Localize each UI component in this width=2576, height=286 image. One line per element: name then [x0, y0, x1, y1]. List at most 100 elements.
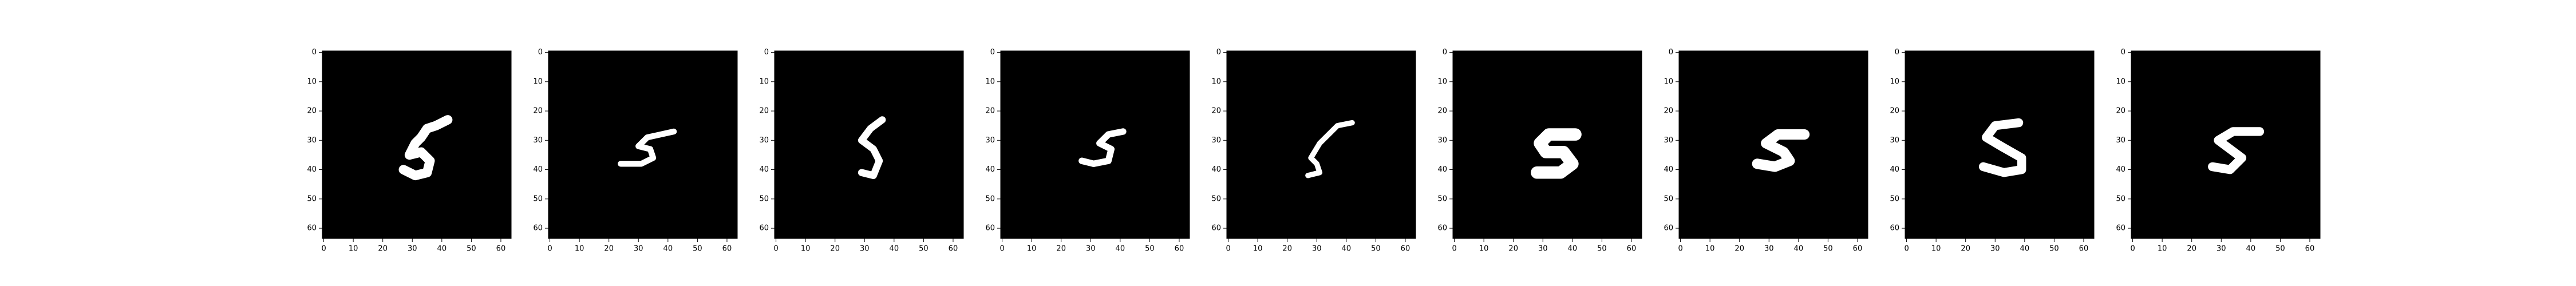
y-tick-label: 10: [1211, 77, 1221, 86]
y-tick-label: 10: [2116, 77, 2125, 86]
y-tick-label: 60: [759, 224, 769, 233]
y-tick-label: 0: [538, 48, 543, 57]
x-tick-label: 60: [722, 245, 732, 253]
y-tick-label: 40: [2116, 165, 2125, 174]
x-tick-label: 20: [378, 245, 388, 253]
y-tick-label: 60: [2116, 224, 2125, 233]
x-tick-label: 40: [437, 245, 447, 253]
y-tick-label: 60: [1211, 224, 1221, 233]
axes-frame: [548, 50, 738, 239]
x-tick-label: 50: [919, 245, 929, 253]
y-tick-label: 50: [759, 194, 769, 203]
digit-stroke: [1078, 128, 1127, 167]
digit-stroke: [1978, 118, 2026, 177]
y-tick-label: 10: [985, 77, 995, 86]
x-tick-label: 0: [2130, 245, 2135, 253]
axes-frame: [1452, 50, 1642, 239]
y-tick-label: 20: [1664, 107, 1673, 116]
x-tick-label: 30: [1538, 245, 1548, 253]
y-tick-label: 0: [312, 48, 317, 57]
y-tick-label: 40: [307, 165, 317, 174]
x-tick-label: 30: [634, 245, 643, 253]
y-tick-label: 60: [1437, 224, 1447, 233]
y-tick-label: 0: [2121, 48, 2125, 57]
x-tick-label: 0: [773, 245, 778, 253]
x-tick-label: 10: [1253, 245, 1263, 253]
y-tick-label: 60: [533, 224, 543, 233]
x-tick-label: 30: [860, 245, 870, 253]
y-tick-label: 30: [759, 136, 769, 145]
y-tick-label: 10: [533, 77, 543, 86]
x-tick-label: 30: [2217, 245, 2226, 253]
x-tick-label: 40: [1568, 245, 1578, 253]
axes-frame: [1905, 50, 2095, 239]
x-tick-label: 20: [1961, 245, 1970, 253]
axes-frame: [322, 50, 512, 239]
y-tick-label: 30: [1664, 136, 1673, 145]
digit-stroke: [1305, 120, 1355, 178]
x-tick-label: 40: [1342, 245, 1352, 253]
x-tick-label: 0: [547, 245, 552, 253]
y-tick-label: 30: [1437, 136, 1447, 145]
digit-stroke: [398, 115, 453, 181]
y-tick-label: 0: [1669, 48, 1673, 57]
x-tick-label: 10: [1479, 245, 1489, 253]
x-tick-label: 0: [1226, 245, 1230, 253]
digit-stroke: [618, 128, 677, 167]
x-tick-label: 10: [801, 245, 811, 253]
x-tick-label: 50: [1371, 245, 1381, 253]
y-tick-label: 40: [1437, 165, 1447, 174]
y-tick-label: 60: [1664, 224, 1673, 233]
y-tick-label: 40: [1664, 165, 1673, 174]
y-tick-label: 40: [1211, 165, 1221, 174]
y-tick-label: 50: [307, 194, 317, 203]
digit-stroke: [1531, 128, 1582, 179]
digit-stroke: [2208, 127, 2265, 174]
axes-frame: [1000, 50, 1190, 239]
y-tick-label: 30: [533, 136, 543, 145]
x-tick-label: 60: [949, 245, 958, 253]
x-tick-label: 40: [2246, 245, 2256, 253]
x-tick-label: 0: [999, 245, 1004, 253]
y-tick-label: 0: [1443, 48, 1447, 57]
y-tick-label: 30: [307, 136, 317, 145]
x-tick-label: 30: [408, 245, 417, 253]
y-tick-label: 0: [990, 48, 995, 57]
y-tick-label: 20: [533, 107, 543, 116]
y-tick-label: 20: [2116, 107, 2125, 116]
x-tick-label: 30: [1764, 245, 1774, 253]
x-tick-label: 50: [1823, 245, 1833, 253]
x-tick-label: 50: [2049, 245, 2059, 253]
axes-frame: [1226, 50, 1416, 239]
image: [1001, 51, 1190, 239]
y-tick-label: 60: [1890, 224, 1899, 233]
x-tick-label: 50: [1145, 245, 1155, 253]
y-tick-label: 10: [1437, 77, 1447, 86]
x-tick-label: 20: [1508, 245, 1518, 253]
axes-frame: [2131, 50, 2321, 239]
x-tick-label: 40: [1116, 245, 1125, 253]
x-tick-label: 40: [2020, 245, 2030, 253]
y-tick-label: 20: [1437, 107, 1447, 116]
x-tick-label: 60: [1853, 245, 1863, 253]
digit-stroke: [1752, 129, 1810, 172]
x-tick-label: 0: [321, 245, 326, 253]
y-tick-label: 0: [1216, 48, 1221, 57]
y-tick-label: 30: [1890, 136, 1899, 145]
y-tick-label: 10: [759, 77, 769, 86]
x-tick-label: 50: [2275, 245, 2285, 253]
y-tick-label: 50: [1664, 194, 1673, 203]
y-tick-label: 0: [764, 48, 769, 57]
digit-stroke: [858, 116, 886, 179]
y-tick-label: 20: [759, 107, 769, 116]
x-tick-label: 50: [467, 245, 476, 253]
x-tick-label: 0: [1678, 245, 1682, 253]
x-tick-label: 0: [1904, 245, 1909, 253]
x-tick-label: 10: [1027, 245, 1037, 253]
x-tick-label: 20: [1735, 245, 1744, 253]
y-tick-label: 40: [1890, 165, 1899, 174]
x-tick-label: 60: [2305, 245, 2315, 253]
x-tick-label: 30: [1086, 245, 1096, 253]
y-tick-label: 50: [2116, 194, 2125, 203]
